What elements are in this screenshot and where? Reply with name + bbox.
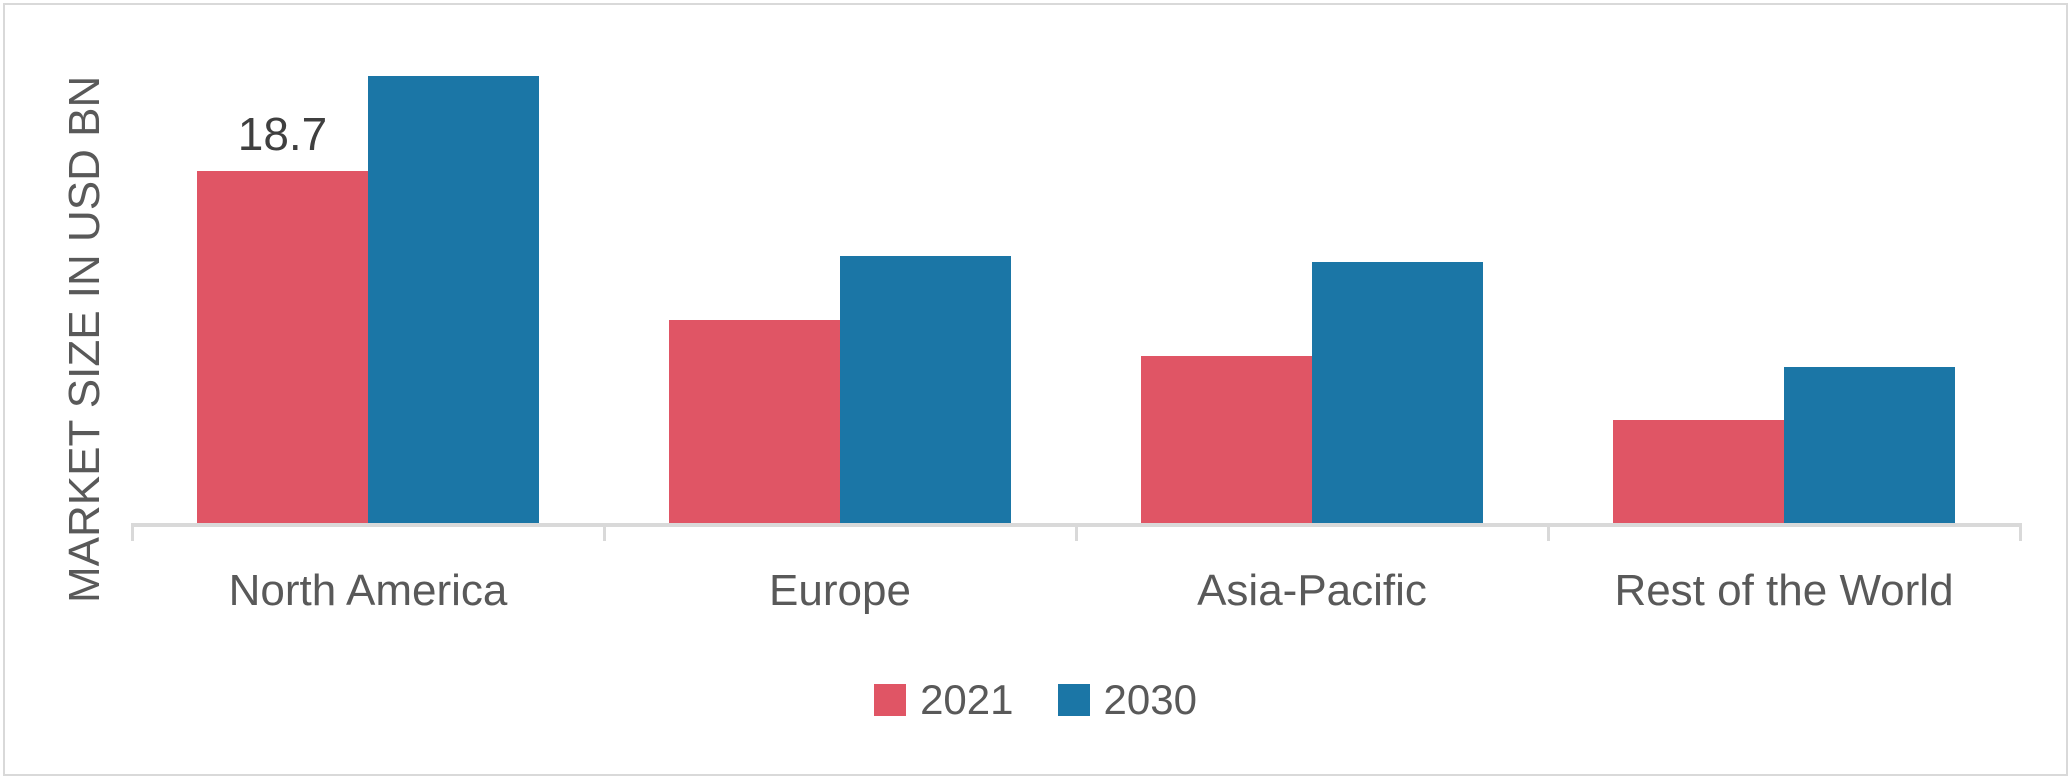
category-label-rest-of-the-world: Rest of the World <box>1614 566 1954 615</box>
bar-2030-rest-of-the-world <box>1784 367 1955 523</box>
legend: 2021 2030 <box>0 676 2071 724</box>
bar-2030-north-america <box>368 76 539 523</box>
legend-swatch-icon <box>874 684 907 716</box>
x-axis-tick <box>1075 523 1078 541</box>
x-axis-tick <box>603 523 606 541</box>
category-label-north-america: North America <box>228 566 508 615</box>
legend-item-2030: 2030 <box>1057 676 1197 724</box>
bar-2021-north-america <box>197 171 368 523</box>
x-axis-tick <box>1547 523 1550 541</box>
bar-2030-asia-pacific <box>1312 262 1483 523</box>
x-axis-tick <box>2019 523 2022 541</box>
legend-swatch-icon <box>1057 684 1090 716</box>
category-label-europe: Europe <box>769 566 911 615</box>
legend-label: 2021 <box>920 676 1014 723</box>
x-axis-tick <box>131 523 134 541</box>
bar-2030-europe <box>840 256 1011 523</box>
data-label-2021-north-america: 18.7 <box>237 108 328 160</box>
bar-2021-asia-pacific <box>1141 356 1312 523</box>
legend-label: 2030 <box>1103 676 1197 723</box>
bar-2021-rest-of-the-world <box>1613 420 1784 523</box>
bar-2021-europe <box>669 320 840 523</box>
category-label-asia-pacific: Asia-Pacific <box>1197 566 1427 615</box>
legend-item-2021: 2021 <box>874 676 1014 724</box>
